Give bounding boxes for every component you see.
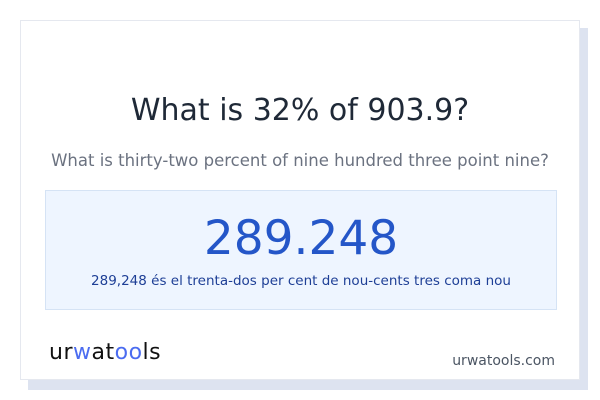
answer-box: 289.248 289,248 és el trenta-dos per cen… — [45, 190, 557, 310]
urwatools-logo: urwatools — [49, 340, 162, 365]
page-title: What is 32% of 903.9? — [130, 93, 470, 128]
site-url: urwatools.com — [452, 353, 555, 369]
result-value: 289.248 — [203, 211, 399, 266]
page-subtitle: What is thirty-two percent of nine hundr… — [51, 151, 549, 170]
result-words: 289,248 és el trenta-dos per cent de nou… — [91, 273, 511, 289]
result-card: What is 32% of 903.9? What is thirty-two… — [20, 20, 580, 380]
